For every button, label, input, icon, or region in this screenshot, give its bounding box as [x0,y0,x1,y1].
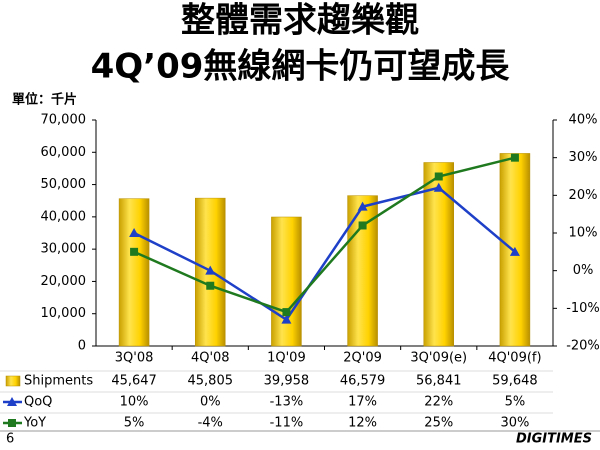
x-tick-label: 3Q'09(e) [410,351,467,366]
y-tick-label: 50,000 [41,177,87,192]
data-label: 5% [505,395,526,410]
line-marker [358,221,367,230]
line-marker [434,172,443,181]
unit-label: 單位：千片 [12,92,77,108]
data-label: -13% [270,395,304,410]
line [133,186,516,322]
bar [118,198,150,347]
legend-label: YoY [23,416,46,431]
line [133,156,516,314]
y-tick-label: 10,000 [41,306,87,321]
data-label: 46,579 [340,374,386,389]
data-label: 25% [424,416,453,431]
data-label: 17% [348,395,377,410]
data-label: 59,648 [492,374,538,389]
data-label: 56,841 [416,374,462,389]
y2-tick-label: 0% [573,263,594,278]
x-tick-label: 1Q'09 [267,351,306,366]
line-marker [130,247,139,256]
line-marker [510,153,519,162]
line-marker [357,201,368,211]
y2-tick-label: 40% [569,113,598,128]
y-tick-label: 20,000 [41,274,87,289]
data-label: 12% [348,416,377,431]
data-label: 0% [200,395,221,410]
y2-tick-label: 30% [569,150,598,165]
y2-tick-label: -20% [566,339,600,354]
line-marker [433,182,444,192]
line-marker [129,228,140,237]
y-tick-label: 40,000 [41,209,87,224]
bar [423,162,454,347]
chart-subtitle: 4Q’09無線網卡仍可望成長 [91,47,511,87]
data-label: 39,958 [264,374,310,389]
y-tick-label: 0 [78,339,86,354]
x-tick-label: 4Q'09(f) [488,351,541,366]
y2-tick-label: -10% [566,301,600,316]
x-tick-label: 3Q'08 [115,351,154,366]
data-label: 10% [120,395,149,410]
line-marker [205,265,216,275]
x-tick-label: 4Q'08 [191,351,230,366]
data-label: 22% [424,395,453,410]
chart-title: 整體需求趨樂觀 [181,1,419,41]
data-label: 45,647 [111,374,157,389]
legend-key [5,375,21,387]
line-marker [8,419,16,427]
page-number: 6 [6,432,14,447]
line-marker [509,246,520,256]
data-label: -4% [198,416,223,431]
logo: DIGITIMES [516,432,592,447]
line-marker [281,314,292,324]
y-tick-label: 60,000 [41,145,87,160]
y-tick-label: 70,000 [41,113,87,128]
line-marker [7,397,17,406]
x-tick-label: 2Q'09 [343,351,382,366]
y2-tick-label: 10% [569,226,598,241]
data-label: 30% [500,416,529,431]
y-tick-label: 30,000 [41,242,87,257]
bar [271,216,302,347]
data-label: -11% [270,416,304,431]
legend-label: Shipments [24,374,93,389]
data-label: 5% [124,416,145,431]
line-marker [282,308,291,317]
line-marker [206,281,215,290]
y2-tick-label: 20% [569,188,598,203]
data-label: 45,805 [188,374,234,389]
legend-label: QoQ [24,395,52,410]
